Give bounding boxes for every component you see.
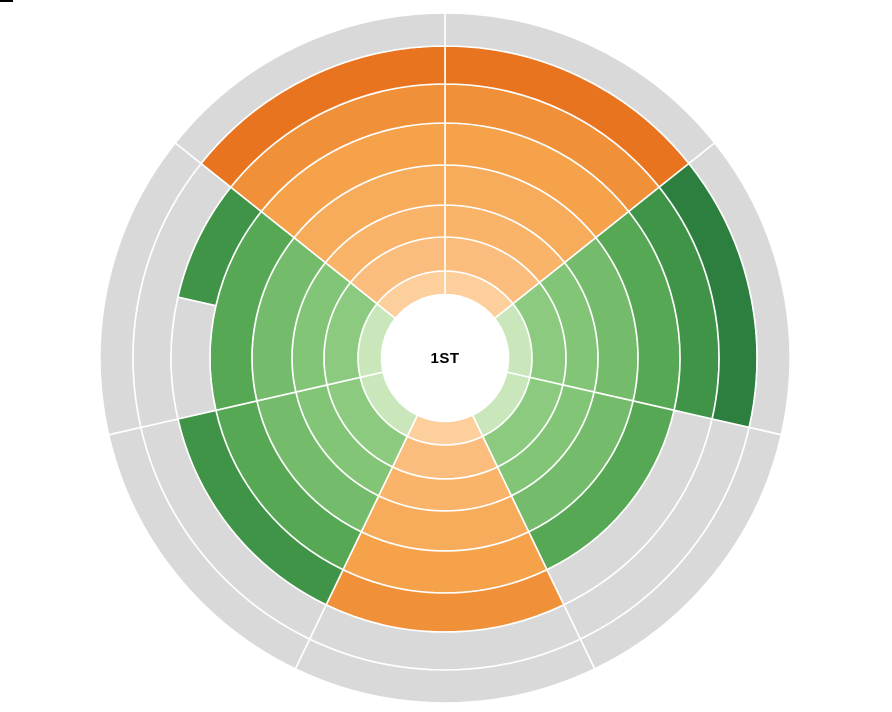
- sector-top-left-ring-8[interactable]: [174, 12, 446, 165]
- sector-left-ring-6-empty[interactable]: [170, 296, 217, 420]
- center-label: 1ST: [430, 350, 459, 367]
- ring-cells: [99, 12, 791, 704]
- window-edge-artifact: [0, 0, 13, 2]
- center-circle: [381, 294, 509, 422]
